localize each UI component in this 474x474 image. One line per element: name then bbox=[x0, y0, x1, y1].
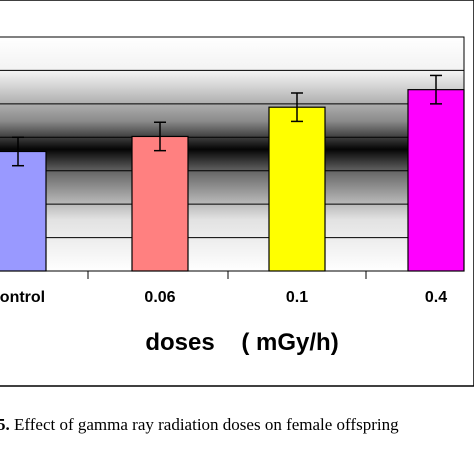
plot-area bbox=[0, 36, 465, 272]
x-tick-label: 0.1 bbox=[286, 289, 308, 306]
caption-text: Effect of gamma ray radiation doses on f… bbox=[10, 415, 399, 434]
x-axis-title: doses ( mGy/h) bbox=[145, 329, 338, 356]
x-tick-labels: control 0.06 0.1 0.4 bbox=[0, 289, 447, 306]
bar-0.4 bbox=[407, 89, 465, 272]
x-tick-label: 0.4 bbox=[425, 289, 447, 306]
bar-0.1 bbox=[268, 106, 326, 272]
gridlines bbox=[0, 69, 464, 239]
error-bars bbox=[12, 74, 442, 167]
x-tick-marks bbox=[87, 271, 367, 279]
bar-0.06 bbox=[131, 135, 189, 272]
bar-series bbox=[0, 89, 465, 272]
caption-number: 5. bbox=[0, 415, 10, 434]
bar-control bbox=[0, 150, 47, 272]
figure-caption: 5. Effect of gamma ray radiation doses o… bbox=[0, 415, 399, 434]
x-tick-label: 0.06 bbox=[144, 289, 175, 306]
x-tick-label: control bbox=[0, 289, 45, 306]
